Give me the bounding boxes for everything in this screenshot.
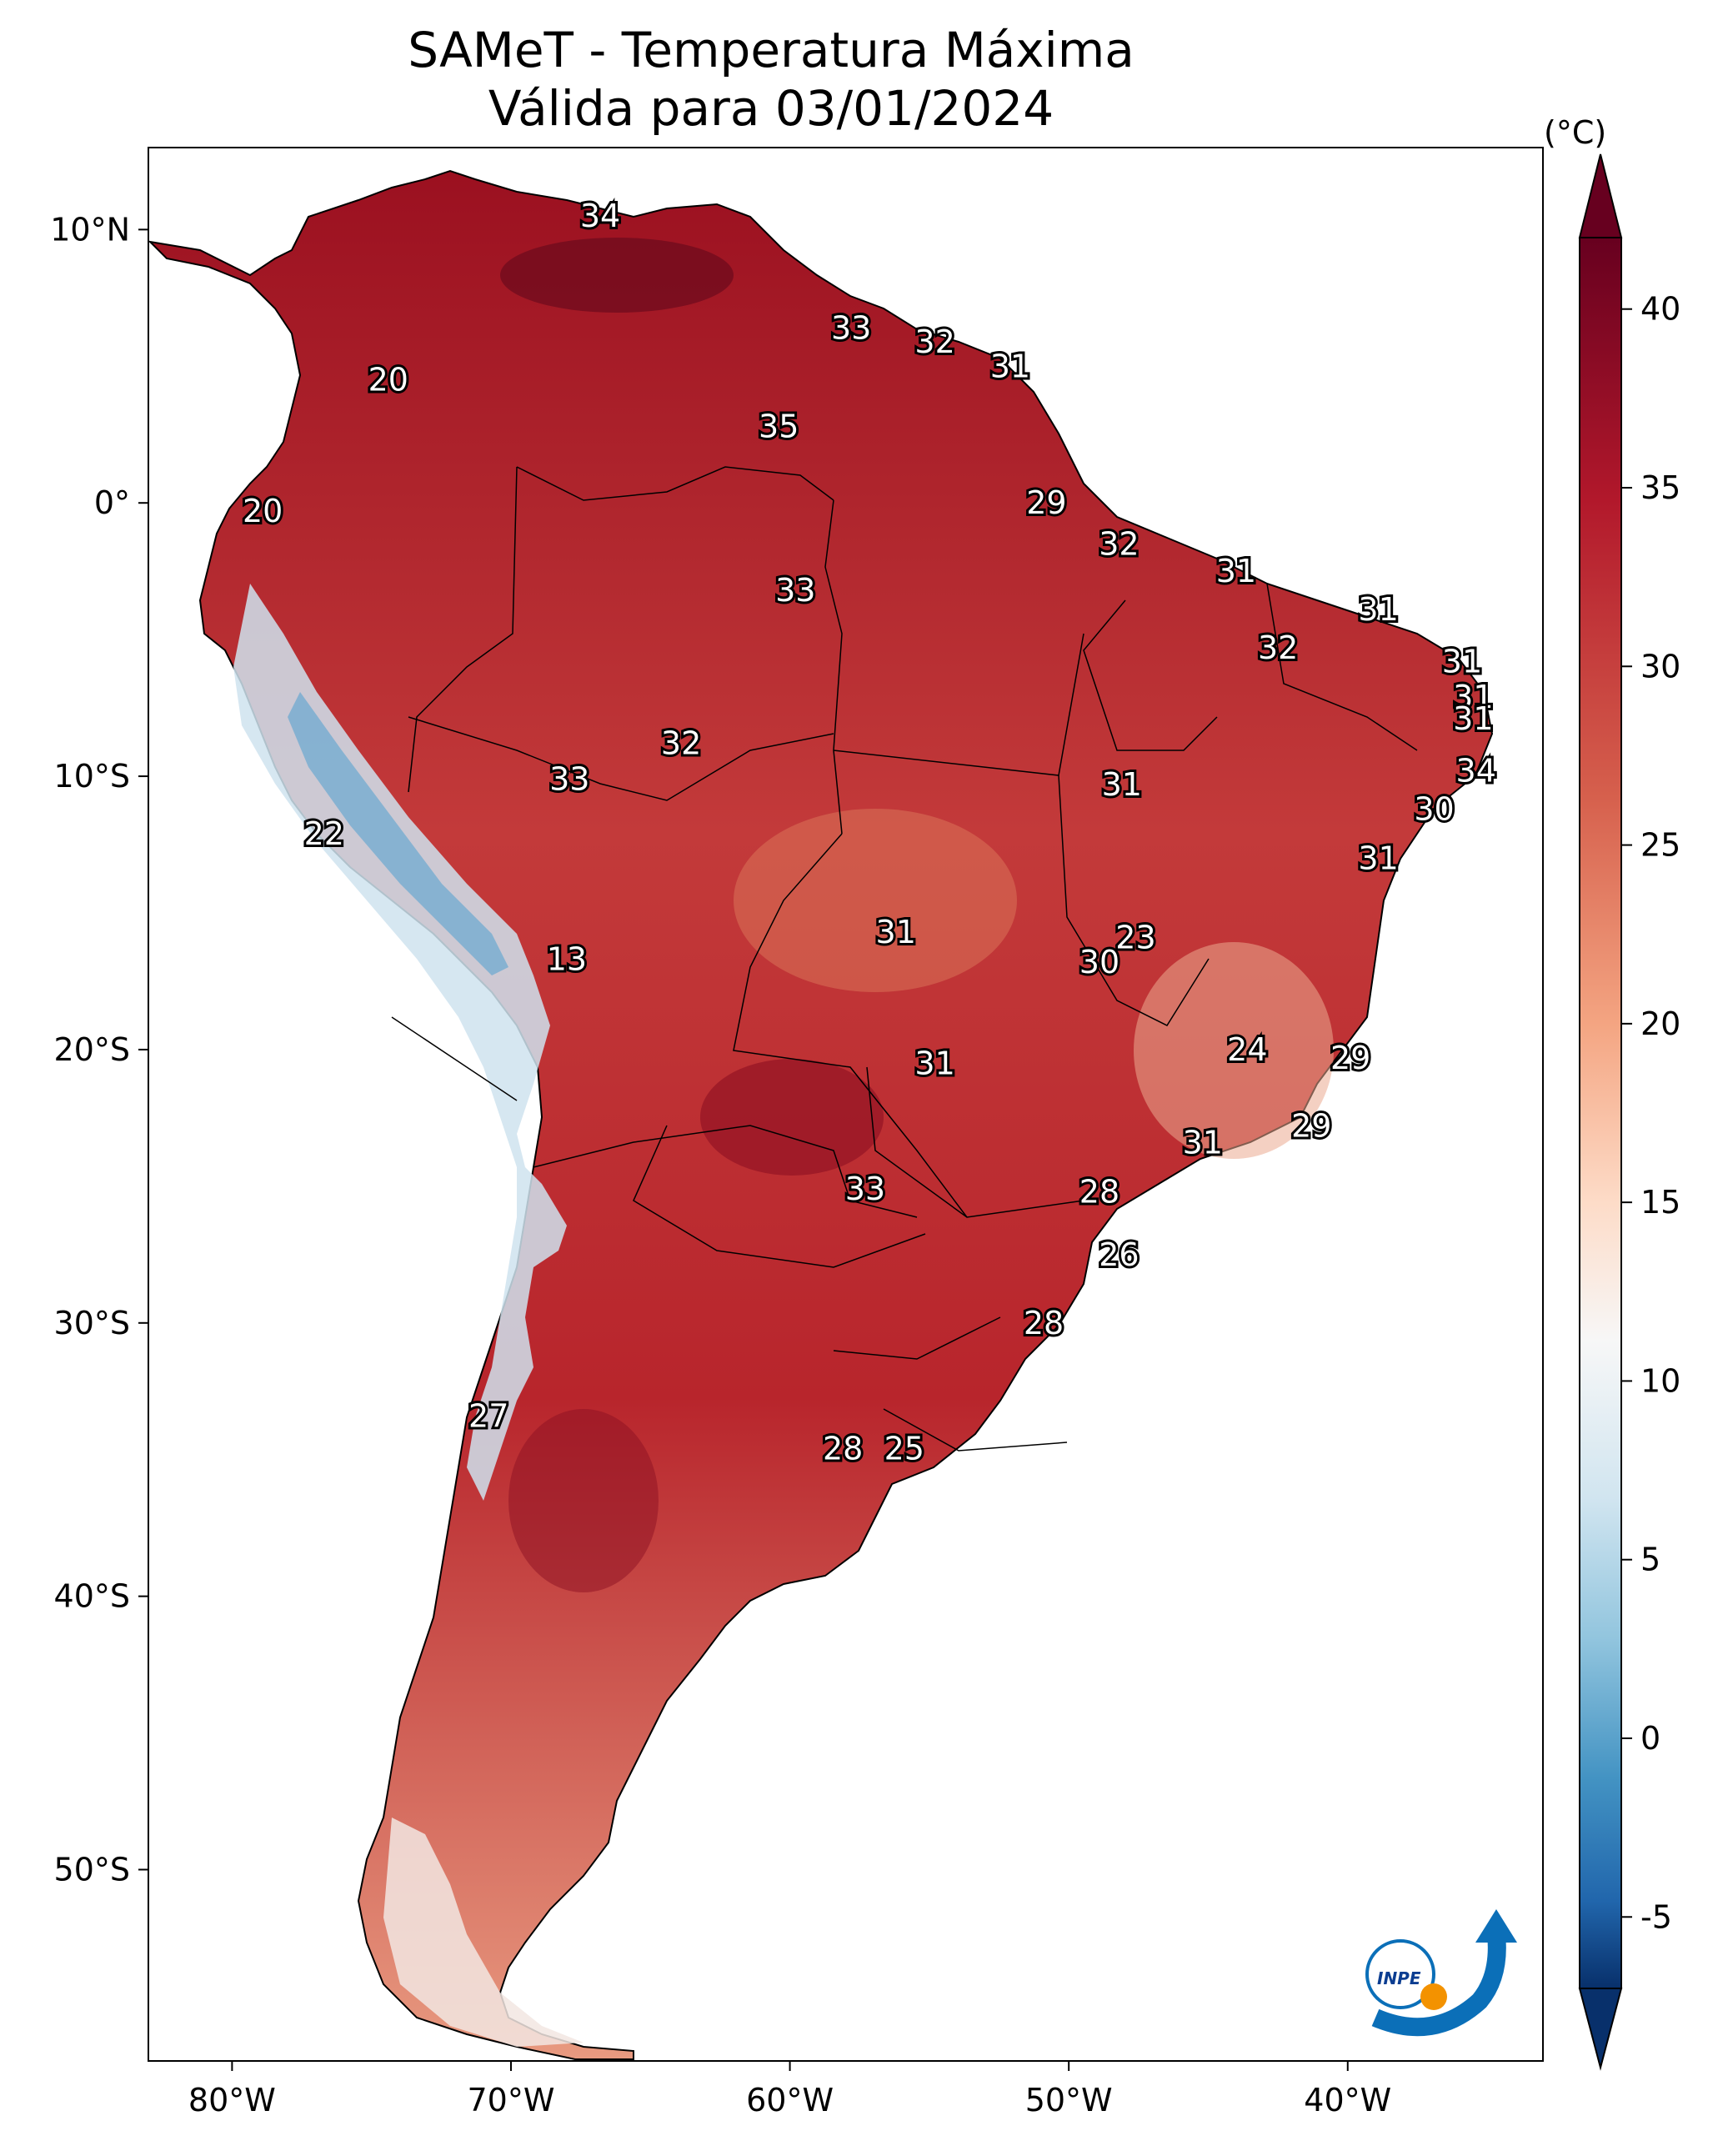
temperature-value-label: 31	[1358, 591, 1398, 628]
temperature-value-label: 31	[1442, 643, 1482, 679]
temperature-value-label: 32	[914, 323, 954, 360]
map-title: SAMeT - Temperatura Máxima Válida para 0…	[0, 21, 1542, 138]
title-line-2: Válida para 03/01/2024	[488, 80, 1054, 137]
colorbar-tick-label: 15	[1640, 1184, 1680, 1221]
temperature-value-label: 31	[1453, 679, 1493, 715]
lat-tick-label: 20°S	[54, 1031, 130, 1068]
temperature-value-label: 29	[1330, 1040, 1370, 1076]
temperature-value-label: 23	[1115, 920, 1155, 956]
logo-arrow-icon	[1475, 1909, 1517, 1943]
temperature-value-label: 33	[831, 309, 871, 346]
lat-tick-label: 0°	[94, 484, 130, 521]
colorbar-tick-label: 10	[1640, 1362, 1680, 1399]
lon-tick-label: 80°W	[188, 2082, 276, 2118]
hot-region-north	[500, 238, 734, 313]
temperature-value-label: 31	[876, 914, 916, 950]
colorbar-bottom-arrow	[1578, 1988, 1623, 2071]
hot-region-chaco	[700, 1059, 884, 1176]
temperature-value-label: 28	[823, 1431, 863, 1467]
colorbar-tick-label: 40	[1640, 291, 1680, 328]
latitude-tick-labels: 10°N 0° 10°S 20°S 30°S 40°S 50°S	[50, 211, 148, 1888]
colorbar-tick-label: 30	[1640, 648, 1680, 684]
logo-orange-dot	[1420, 1983, 1447, 2010]
lat-tick-label: 10°N	[50, 211, 130, 248]
lon-tick-label: 70°W	[468, 2082, 555, 2118]
lat-tick-label: 40°S	[54, 1578, 130, 1615]
temperature-value-label: 13	[547, 941, 587, 978]
temperature-value-label: 31	[914, 1045, 954, 1081]
temperature-value-label: 22	[304, 815, 344, 852]
andes-cold-core	[288, 692, 508, 975]
colorbar-tick-label: -5	[1640, 1898, 1672, 1935]
temperature-value-label: 34	[1456, 753, 1496, 790]
temperature-value-label: 29	[1026, 484, 1066, 521]
longitude-tick-labels: 80°W 70°W 60°W 50°W 40°W	[188, 2061, 1391, 2118]
temperature-value-label: 26	[1099, 1236, 1139, 1273]
temperature-value-label: 31	[990, 348, 1030, 384]
mild-region-southeast	[1134, 942, 1334, 1159]
temperature-value-label: 35	[759, 408, 799, 444]
temperature-value-label: 33	[549, 760, 589, 797]
temperature-value-label: 32	[1258, 629, 1298, 666]
inpe-logo: INPE	[1365, 1909, 1517, 2037]
temperature-value-label: 30	[1079, 944, 1119, 980]
temperature-value-label: 31	[1102, 766, 1142, 803]
colorbar-tick-label: 5	[1640, 1542, 1660, 1578]
temperature-value-label: 32	[661, 725, 701, 762]
andes-cool-region	[233, 584, 567, 1501]
temperature-value-label: 33	[845, 1171, 885, 1207]
temperature-value-label: 20	[243, 493, 283, 529]
logo-globe	[1365, 1939, 1435, 2009]
lon-tick-label: 50°W	[1025, 2082, 1113, 2118]
hot-region-argentina	[508, 1409, 659, 1592]
temperature-value-label: 29	[1291, 1108, 1331, 1145]
temperature-value-label: 25	[884, 1431, 924, 1467]
colorbar-bar	[1579, 237, 1622, 1989]
temperature-value-label: 34	[580, 198, 620, 234]
colorbar-tick-label: 35	[1640, 469, 1680, 506]
logo-swoosh	[1371, 1933, 1506, 2037]
title-line-1: SAMeT - Temperatura Máxima	[408, 22, 1134, 78]
temperature-value-label: 31	[1453, 700, 1493, 737]
temperature-value-label: 31	[1358, 840, 1398, 876]
colorbar: (°C) 40 35 30 25 20 15 10 5 0 -5	[1544, 114, 1680, 2071]
political-borders	[391, 466, 1418, 1452]
patagonia-cool-region	[383, 1818, 584, 2047]
temperature-value-label: 32	[1099, 525, 1139, 562]
temperature-value-label: 30	[1414, 790, 1454, 827]
temperature-value-label: 33	[775, 572, 815, 609]
temperature-value-label: 31	[1216, 553, 1256, 589]
temperature-value-label: 31	[1183, 1124, 1223, 1161]
temperature-value-label: 20	[368, 362, 408, 399]
temperature-value-label: 24	[1227, 1031, 1267, 1068]
colorbar-tick-label: 25	[1640, 827, 1680, 864]
temperature-value-label: 28	[1079, 1173, 1119, 1210]
logo-text: INPE	[1377, 1968, 1421, 1988]
colorbar-top-arrow	[1578, 153, 1623, 238]
colorbar-unit: (°C)	[1544, 114, 1606, 151]
lon-tick-label: 40°W	[1304, 2082, 1391, 2118]
lon-tick-label: 60°W	[746, 2082, 834, 2118]
colorbar-tick-labels: 40 35 30 25 20 15 10 5 0 -5	[1621, 291, 1680, 1935]
mild-region-central	[734, 809, 1017, 992]
temperature-value-label: 27	[468, 1397, 508, 1434]
temperature-value-label: 28	[1024, 1305, 1064, 1341]
lat-tick-label: 50°S	[54, 1852, 130, 1888]
colorbar-tick-label: 20	[1640, 1005, 1680, 1042]
colorbar-tick-label: 0	[1640, 1720, 1660, 1757]
lat-tick-label: 30°S	[54, 1305, 130, 1341]
lat-tick-label: 10°S	[54, 758, 130, 795]
